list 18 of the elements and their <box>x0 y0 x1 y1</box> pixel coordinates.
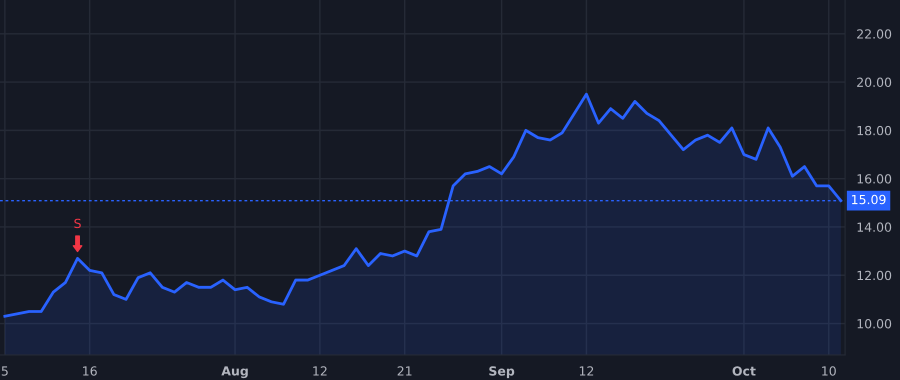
x-tick-label: 12 <box>580 366 594 376</box>
y-tick-label: 12.00 <box>858 270 892 280</box>
annotation: S <box>74 218 81 228</box>
x-tick-label: Aug <box>221 366 248 378</box>
x-tick-label: Sep <box>489 366 514 378</box>
y-tick-label: 16.00 <box>858 174 892 184</box>
x-tick-label: 12 <box>313 366 327 376</box>
y-tick-label: 20.00 <box>857 78 892 88</box>
x-tick-label: 10 <box>822 366 836 376</box>
x-tick-label: Oct <box>732 366 756 376</box>
y-tick-label: 22.00 <box>857 29 892 39</box>
y-tick-label: 14.00 <box>858 222 892 232</box>
y-tick-label: 10.00 <box>858 319 892 328</box>
x-tick-label: 16 <box>83 366 97 376</box>
ref-line-label: 15.09 <box>852 194 886 204</box>
x-tick-label: 21 <box>398 366 412 376</box>
x-tick-label: 5 <box>2 366 8 376</box>
y-tick-label: 18.00 <box>858 126 892 136</box>
